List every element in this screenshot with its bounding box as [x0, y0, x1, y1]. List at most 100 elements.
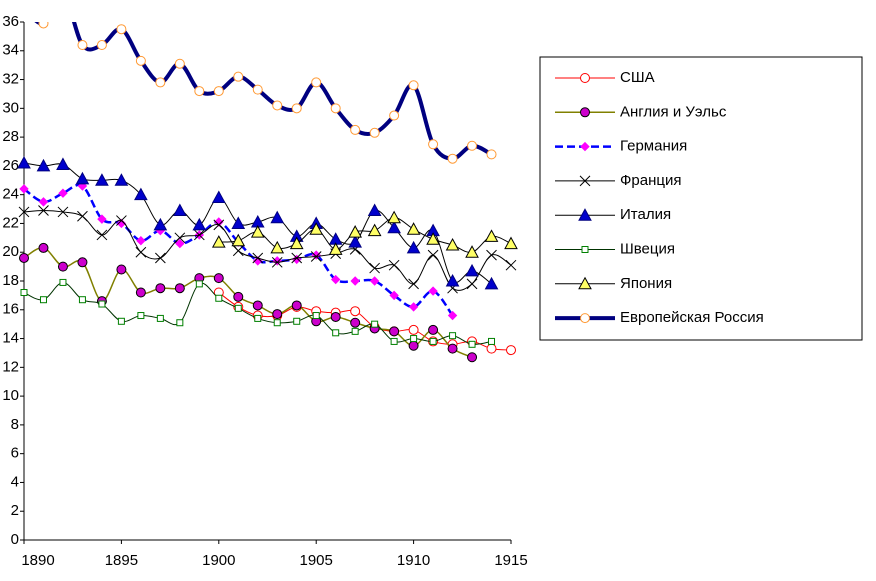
series-line [218, 217, 512, 253]
marker [387, 220, 401, 234]
marker [39, 296, 47, 304]
marker [328, 242, 343, 255]
marker [95, 173, 109, 186]
marker [211, 235, 226, 248]
marker [214, 217, 224, 227]
marker [56, 157, 70, 170]
marker [98, 300, 106, 308]
marker [486, 149, 497, 160]
marker [211, 190, 226, 204]
y-tick-label: 4 [11, 473, 19, 490]
marker [172, 203, 187, 216]
marker [504, 236, 518, 250]
marker [293, 317, 301, 325]
marker [580, 107, 590, 118]
marker [18, 206, 30, 218]
marker [408, 278, 419, 290]
marker [371, 320, 379, 328]
marker [59, 278, 67, 286]
marker [429, 337, 437, 345]
marker [57, 206, 69, 218]
marker [38, 22, 49, 29]
marker [231, 233, 246, 247]
marker [369, 127, 380, 138]
marker [406, 222, 421, 235]
marker [291, 252, 303, 264]
marker [135, 287, 146, 298]
marker [77, 40, 88, 51]
marker [389, 326, 400, 337]
marker [387, 210, 401, 224]
marker [77, 181, 88, 191]
marker [38, 242, 49, 253]
marker [193, 229, 205, 241]
marker [330, 311, 341, 322]
marker [19, 252, 29, 263]
marker [36, 158, 51, 172]
marker [447, 310, 458, 321]
marker [408, 302, 419, 312]
marker [117, 317, 125, 325]
marker [175, 238, 185, 249]
marker [136, 236, 146, 246]
marker [348, 225, 363, 238]
marker [312, 312, 320, 320]
marker [292, 254, 302, 265]
marker [156, 314, 164, 322]
legend-box [539, 56, 863, 341]
legend-label: Англия и Уэльс [620, 103, 727, 120]
y-tick-label: 6 [11, 445, 19, 462]
y-tick-label: 0 [11, 531, 19, 548]
marker [466, 278, 478, 290]
marker [231, 216, 246, 229]
marker [78, 296, 86, 304]
legend-label: Италия [620, 206, 671, 223]
marker [468, 340, 476, 348]
marker [467, 352, 478, 363]
marker [272, 100, 283, 111]
y-tick-label: 22 [2, 214, 19, 231]
marker [20, 3, 29, 12]
marker [97, 214, 107, 224]
marker [348, 235, 363, 248]
marker [195, 280, 203, 288]
marker [289, 236, 304, 250]
series-line [23, 183, 454, 317]
marker [134, 187, 148, 201]
marker [194, 86, 205, 97]
marker [367, 223, 382, 237]
marker [580, 313, 590, 324]
marker [19, 184, 29, 194]
legend-label: США [620, 69, 655, 86]
marker [174, 232, 186, 244]
marker [486, 249, 497, 261]
marker [233, 71, 244, 82]
marker [580, 141, 590, 152]
marker [309, 222, 324, 235]
marker [427, 249, 439, 261]
marker [447, 153, 458, 164]
marker [77, 210, 88, 222]
marker [389, 110, 400, 121]
marker [137, 312, 145, 320]
marker [291, 103, 302, 114]
marker [428, 139, 439, 150]
marker [135, 55, 146, 66]
marker [426, 232, 440, 245]
marker [96, 229, 108, 241]
marker [408, 340, 419, 351]
x-tick-label: 1915 [494, 552, 527, 569]
marker [369, 262, 380, 274]
marker [330, 274, 341, 285]
marker [465, 263, 479, 277]
marker [351, 327, 359, 335]
legend-label: Франция [620, 172, 681, 189]
marker [270, 210, 285, 224]
marker [505, 259, 517, 271]
plot-area [17, 3, 518, 363]
marker [447, 343, 458, 354]
marker [428, 324, 439, 335]
y-tick-label: 26 [2, 157, 19, 174]
marker [273, 319, 281, 327]
marker [369, 276, 380, 286]
